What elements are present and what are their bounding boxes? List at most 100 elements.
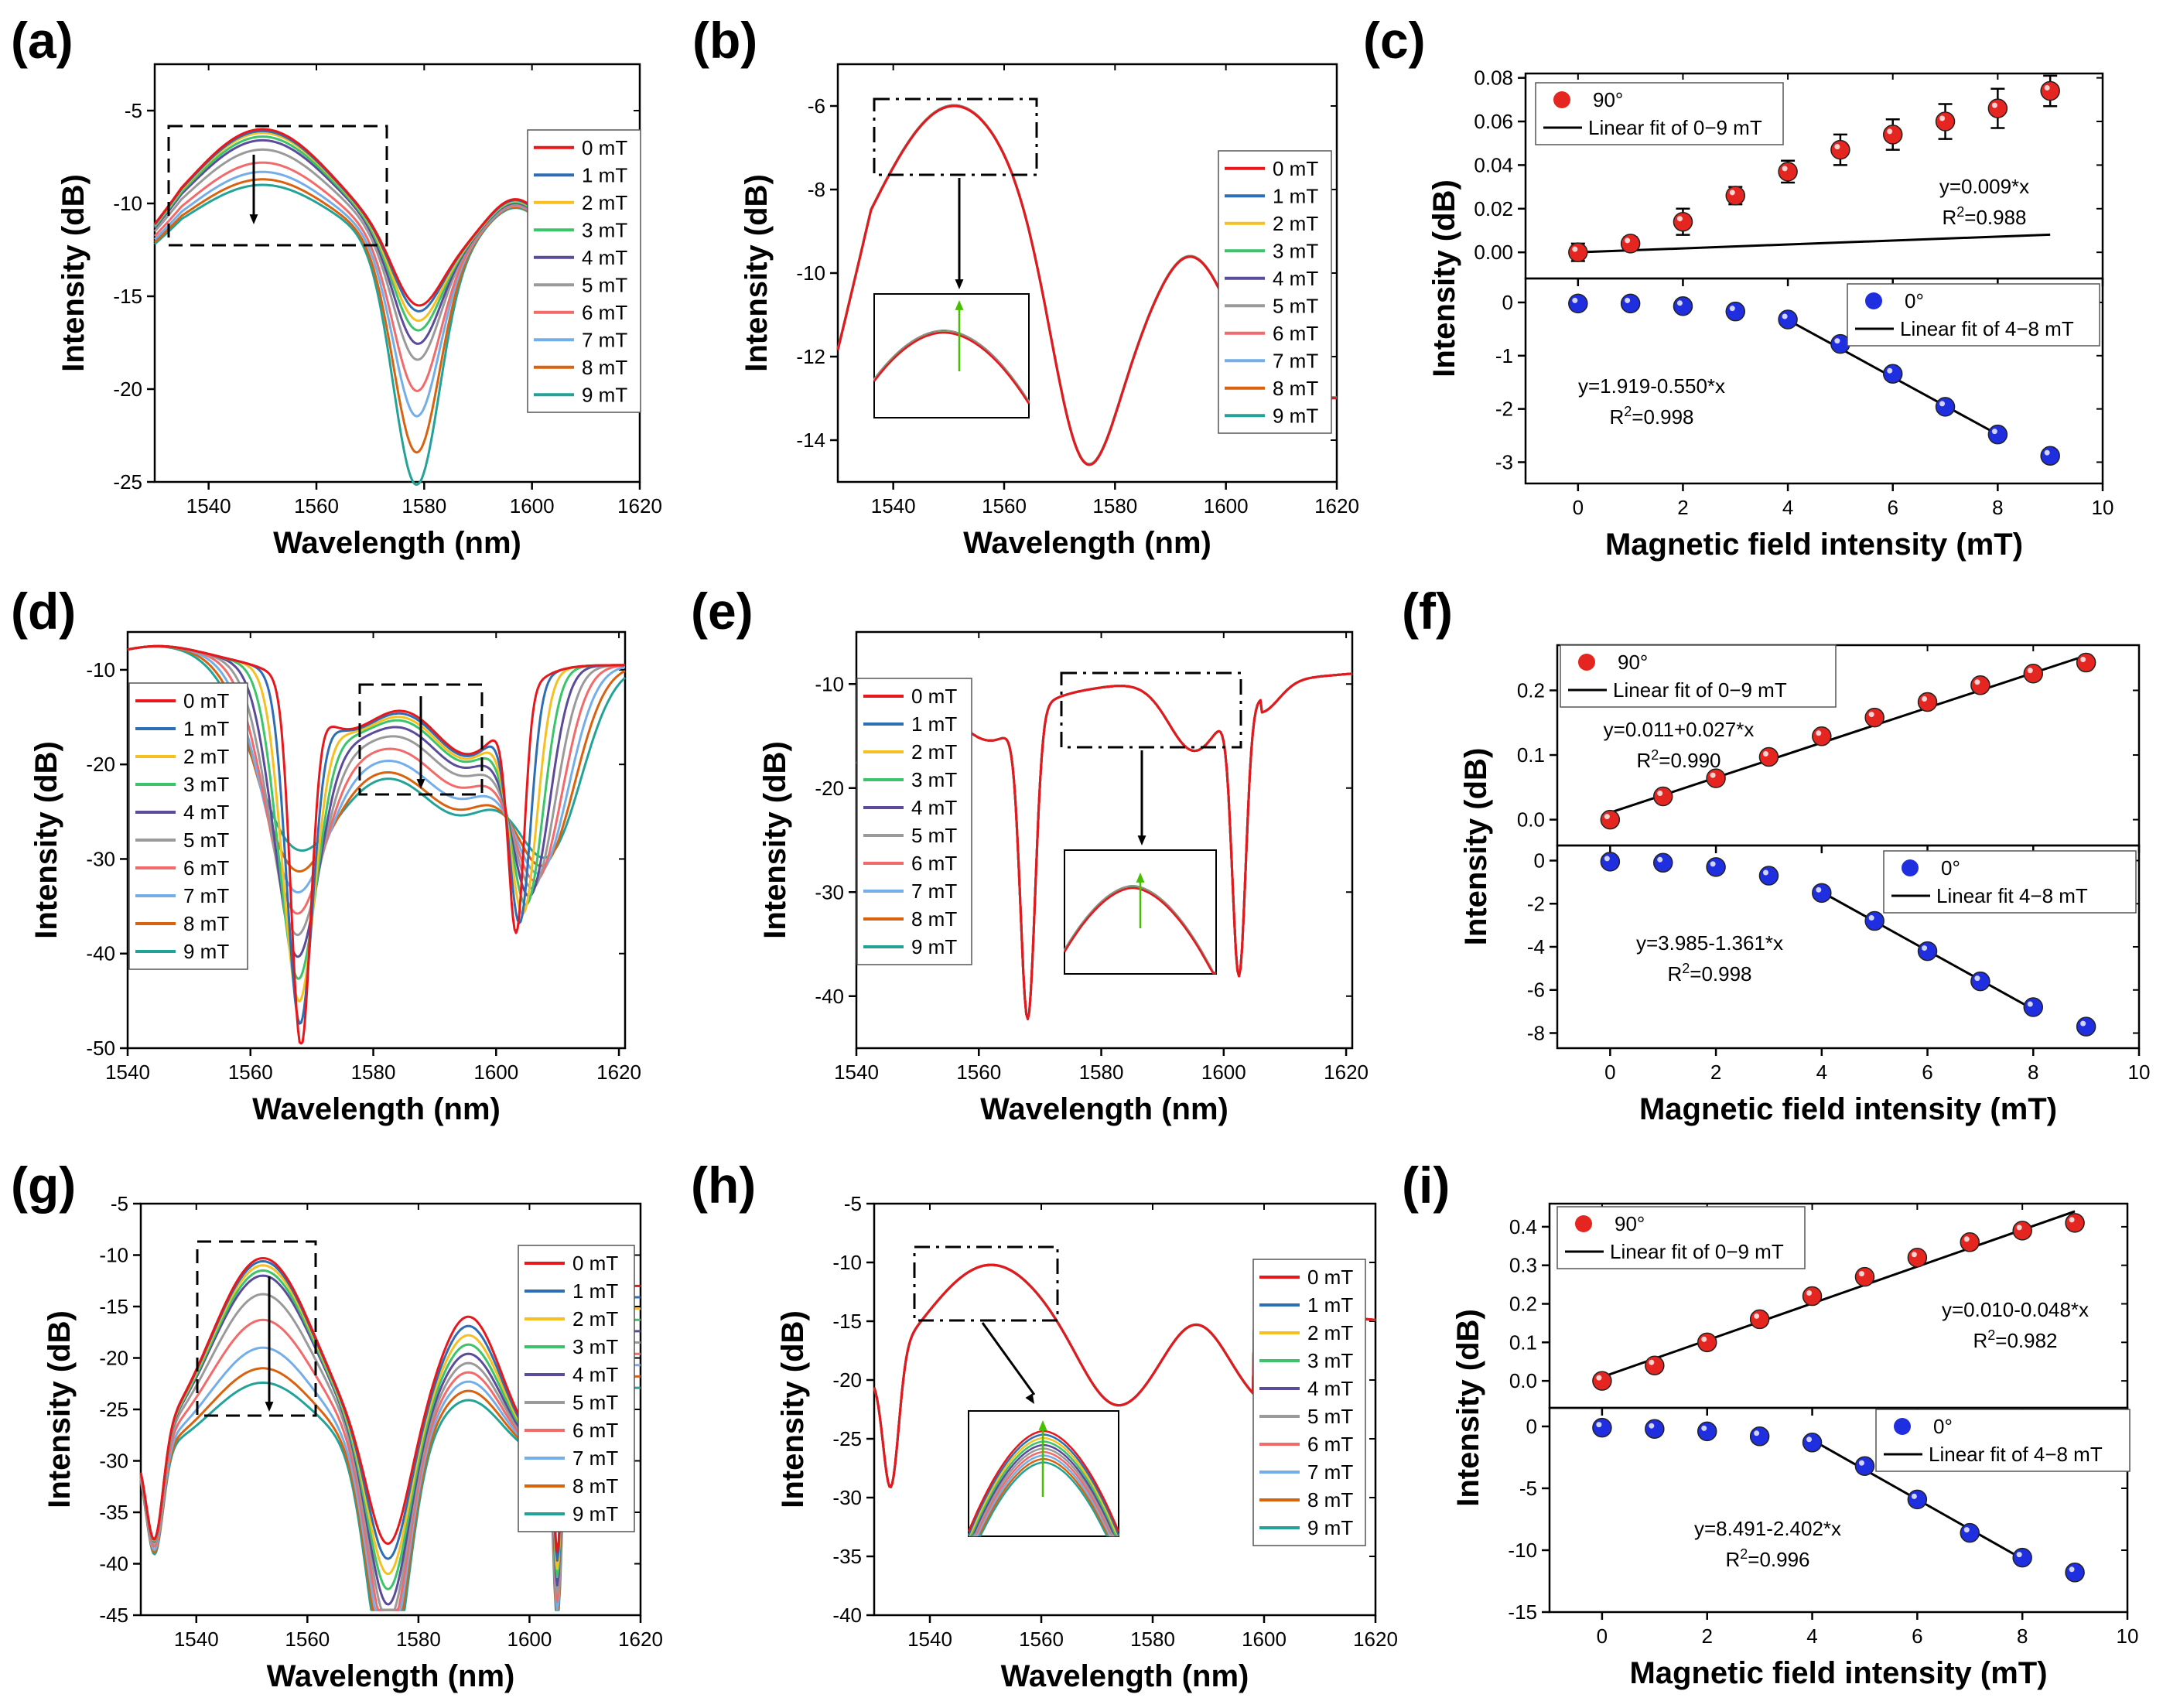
x-axis-label: Magnetic field intensity (mT) — [1639, 1092, 2057, 1126]
y-tick-label: 0 — [1502, 291, 1513, 314]
y-tick-label: -5 — [1519, 1477, 1537, 1500]
inset-arrow — [1136, 873, 1145, 928]
axes-c-top: 0.00 0.02 0.04 0.06 0.08 — [1474, 67, 2104, 286]
data-90deg-point — [2040, 80, 2060, 101]
y-tick-label: 0.4 — [1509, 1215, 1537, 1238]
legend-label: 5 mT — [911, 824, 957, 847]
axes-c-bottom: 0 2 4 6 8 10 0 -1 -2 -3 — [1495, 277, 2114, 519]
x-tick-label: 1560 — [294, 494, 339, 518]
legend-box — [856, 678, 972, 965]
data-0deg-point — [1882, 364, 1903, 384]
legend-label: 2 mT — [1307, 1321, 1353, 1344]
legend-label: 6 mT — [582, 301, 627, 324]
y-tick-label: -10 — [1508, 1539, 1537, 1562]
r-letter: R — [1636, 749, 1651, 772]
data-0deg-point — [1697, 1421, 1717, 1442]
data-90deg-point-highlight — [1649, 1359, 1655, 1365]
data-90deg-point-highlight — [1806, 1290, 1813, 1296]
x-tick-label: 1540 — [105, 1061, 150, 1084]
data-0deg-point-highlight — [1911, 1493, 1917, 1499]
legend-label: 1 mT — [1273, 184, 1318, 207]
data-90deg-point-highlight — [1991, 102, 1997, 108]
plot-frame — [1548, 1406, 2129, 1614]
legend-label: 2 mT — [911, 740, 957, 763]
y-tick-label: -15 — [1508, 1600, 1537, 1624]
y-tick-label: -10 — [796, 261, 825, 285]
data-90deg-point-highlight — [1604, 814, 1610, 820]
legend-label: 9 mT — [183, 940, 229, 963]
x-tick-label: 4 — [1782, 496, 1793, 519]
y-tick-label: 0.3 — [1509, 1254, 1537, 1277]
y-tick-label: 0 — [1534, 849, 1545, 873]
y-tick-label: -1 — [1495, 344, 1513, 367]
zoom-region-box — [1060, 671, 1242, 749]
legend-label: 8 mT — [572, 1474, 618, 1498]
legend-box — [518, 1245, 635, 1532]
data-0deg-point — [2065, 1563, 2085, 1583]
axes-i-top: 0.0 0.1 0.2 0.3 0.4 — [1509, 1202, 2129, 1416]
legend-label: 7 mT — [911, 880, 957, 903]
legend-label: 3 mT — [572, 1335, 618, 1358]
legend-label: 6 mT — [1307, 1433, 1353, 1456]
x-tick-label: 1600 — [510, 494, 555, 518]
data-0deg-point-highlight — [1858, 1460, 1864, 1466]
x-tick-label: 0 — [1573, 496, 1584, 519]
legend-label: 90° — [1593, 88, 1623, 111]
legend-label: 6 mT — [1273, 322, 1318, 345]
x-tick-label: 8 — [2017, 1624, 2028, 1648]
x-tick-label: 8 — [2028, 1061, 2038, 1084]
data-90deg-point-highlight — [1701, 1336, 1707, 1342]
y-axis-label: Intensity (dB) — [43, 1310, 77, 1508]
data-0deg-point — [1854, 1456, 1875, 1476]
data-90deg-point — [1652, 786, 1673, 807]
data-90deg-point-highlight — [1729, 190, 1735, 196]
r-value: =0.982 — [1995, 1329, 2057, 1352]
data-0deg-point — [1652, 852, 1673, 873]
data-0deg-point — [1645, 1419, 1665, 1439]
legend-label: 4 mT — [572, 1363, 618, 1386]
data-90deg-point — [1830, 139, 1850, 160]
y-tick-label: -40 — [832, 1604, 862, 1627]
y-tick-label: -25 — [832, 1427, 862, 1450]
data-90deg-point-highlight — [1572, 246, 1578, 252]
legend-label: 8 mT — [1273, 377, 1318, 400]
data-0deg-point — [1725, 301, 1746, 322]
x-tick-label: 10 — [2092, 496, 2114, 519]
legend-label: 4 mT — [1307, 1377, 1353, 1400]
r-letter: R — [1942, 206, 1956, 229]
r-superscript: 2 — [1987, 1327, 1995, 1343]
x-tick-label: 1600 — [473, 1061, 518, 1084]
legend-label: 0 mT — [572, 1252, 618, 1275]
x-tick-label: 4 — [1806, 1624, 1817, 1648]
data-90deg-point-highlight — [1974, 679, 1980, 685]
data-0deg-point — [1778, 309, 1798, 330]
spectrum-line-0mT — [127, 644, 625, 1045]
legend-label: 7 mT — [1273, 349, 1318, 372]
data-0deg-point-highlight — [1963, 1527, 1970, 1533]
panel-letter: (d) — [11, 582, 76, 640]
x-tick-label: 1620 — [596, 1061, 641, 1084]
data-90deg-point — [1725, 186, 1746, 206]
x-tick-label: 1620 — [1353, 1628, 1398, 1651]
zoom-arrow — [955, 178, 964, 289]
data-90deg-point-highlight — [2027, 668, 2033, 674]
x-tick-label: 1560 — [1019, 1628, 1064, 1651]
legend-marker — [1865, 292, 1882, 309]
data-0deg-point-highlight — [1922, 945, 1928, 951]
legend-label: 6 mT — [572, 1419, 618, 1442]
legend-box — [1252, 1259, 1366, 1546]
r-value: =0.998 — [1690, 962, 1751, 986]
fit-line-90deg — [1577, 233, 2051, 254]
data-90deg-point-highlight — [1887, 128, 1893, 135]
y-tick-label: -5 — [844, 1192, 862, 1215]
data-0deg-point-highlight — [1676, 300, 1683, 306]
legend-90deg: 90° Linear fit of 0−9 mT — [1556, 1206, 1806, 1269]
data-90deg-point-highlight — [1858, 1271, 1864, 1277]
x-tick-label: 1540 — [871, 494, 916, 518]
x-tick-label: 10 — [2117, 1624, 2139, 1648]
y-tick-label: -20 — [113, 377, 142, 401]
data-0deg-point-highlight — [1782, 313, 1788, 319]
legend-label: 9 mT — [911, 935, 957, 958]
legend-box — [1556, 1206, 1806, 1269]
